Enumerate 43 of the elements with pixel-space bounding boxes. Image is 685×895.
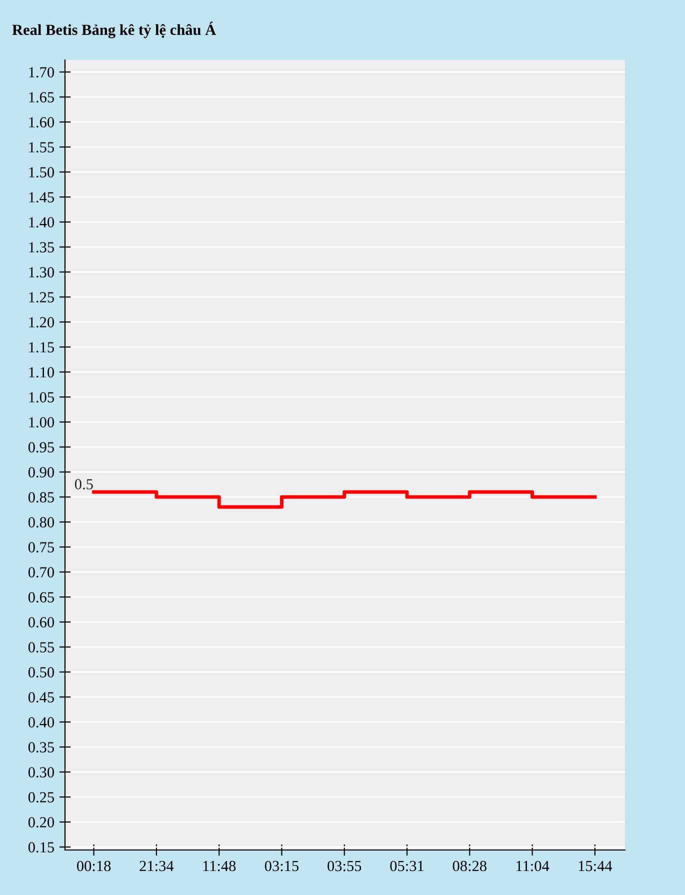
y-tick-label: 0.40 <box>28 717 54 728</box>
y-tick-label: 0.75 <box>28 542 54 553</box>
y-tick-label: 0.25 <box>28 792 54 803</box>
chart-title: Real Betis Bảng kê tỷ lệ châu Á <box>12 22 216 38</box>
x-tick-label: 03:55 <box>328 860 362 872</box>
y-tick-label: 1.20 <box>29 317 54 328</box>
x-tick-label: 21:34 <box>140 860 174 872</box>
y-tick-label: 0.15 <box>28 842 54 853</box>
y-tick-label: 0.45 <box>28 692 54 703</box>
y-tick-label: 0.85 <box>28 492 54 503</box>
y-tick-label: 1.00 <box>29 417 54 428</box>
y-tick-label: 0.65 <box>28 592 54 603</box>
y-tick-label: 1.50 <box>29 167 54 178</box>
y-tick-label: 1.25 <box>29 292 54 303</box>
y-tick-label: 1.10 <box>29 367 54 378</box>
y-tick-label: 1.60 <box>29 117 54 128</box>
y-tick-label: 1.70 <box>29 67 54 78</box>
x-tick-label: 15:44 <box>578 860 612 872</box>
y-tick-label: 0.30 <box>28 767 54 778</box>
y-tick-label: 1.65 <box>29 92 54 103</box>
y-tick-label: 1.15 <box>29 342 54 353</box>
x-tick-label: 11:04 <box>516 860 550 872</box>
x-tick-label: 08:28 <box>452 860 486 872</box>
y-tick-label: 0.90 <box>28 467 54 478</box>
y-tick-label: 0.70 <box>28 567 54 578</box>
y-tick-label: 1.35 <box>29 242 54 253</box>
y-tick-label: 1.40 <box>29 217 54 228</box>
y-tick-label: 1.05 <box>29 392 54 403</box>
y-tick-label: 1.30 <box>29 267 54 278</box>
x-tick-label: 05:31 <box>390 860 424 872</box>
y-tick-label: 1.55 <box>29 142 54 153</box>
y-tick-label: 0.95 <box>28 442 54 453</box>
y-tick-label: 0.60 <box>28 617 54 628</box>
y-tick-label: 0.50 <box>28 667 54 678</box>
x-tick-label: 11:48 <box>203 860 236 872</box>
y-tick-label: 0.55 <box>28 642 54 653</box>
y-tick-label: 1.45 <box>29 192 54 203</box>
y-tick-label: 0.20 <box>28 817 54 828</box>
y-tick-label: 0.35 <box>28 742 54 753</box>
y-tick-label: 0.80 <box>28 517 54 528</box>
x-tick-label: 00:18 <box>76 860 111 872</box>
annotation: 0.5 <box>74 479 93 490</box>
x-tick-label: 03:15 <box>264 860 299 872</box>
